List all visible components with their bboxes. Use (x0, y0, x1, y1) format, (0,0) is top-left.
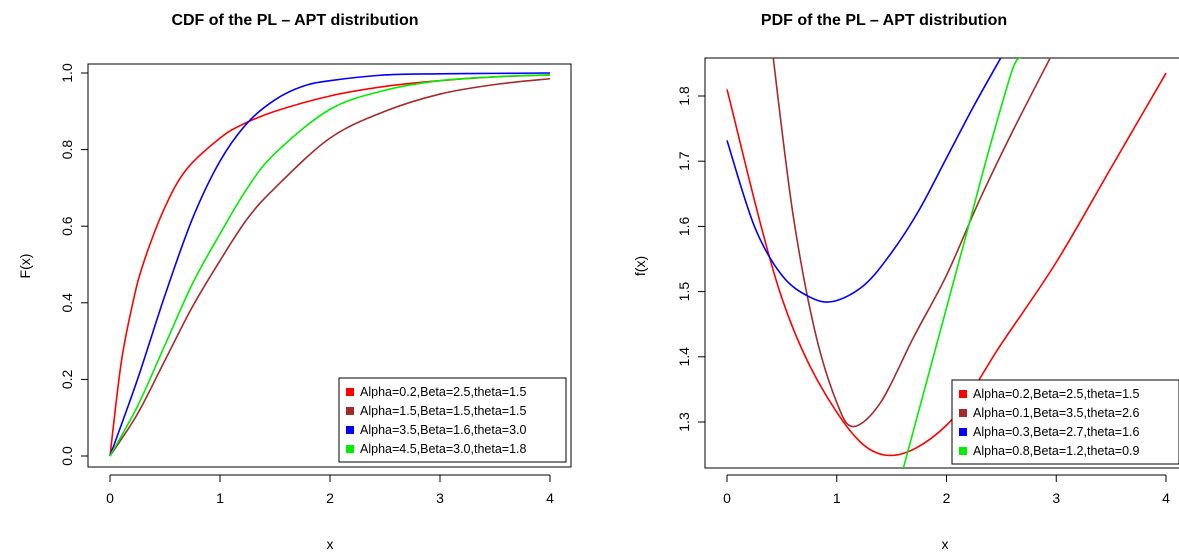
cdf-legend-label-3: Alpha=4.5,Beta=3.0,theta=1.8 (360, 442, 527, 456)
cdf-x-tick-label: 4 (546, 490, 554, 506)
cdf-legend-label-1: Alpha=1.5,Beta=1.5,theta=1.5 (360, 404, 527, 418)
pdf-legend-swatch-1 (959, 409, 967, 417)
pdf-y-tick-label: 1.6 (676, 216, 692, 236)
cdf-title: CDF of the PL – APT distribution (171, 12, 418, 29)
pdf-x-tick-label: 3 (1052, 490, 1060, 506)
pdf-x-axis-label: x (942, 536, 949, 552)
pdf-x-tick-label: 4 (1162, 490, 1170, 506)
pdf-legend-label-2: Alpha=0.3,Beta=2.7,theta=1.6 (973, 425, 1140, 439)
pdf-y-tick-label: 1.8 (676, 86, 692, 106)
pdf-title: PDF of the PL – APT distribution (761, 12, 1007, 29)
cdf-series-line-1 (109, 77, 551, 457)
cdf-legend-box (338, 377, 567, 463)
pdf-legend-swatch-3 (959, 447, 967, 455)
cdf-y-tick-label: 0.0 (59, 446, 75, 466)
cdf-y-tick-label: 1.0 (59, 63, 75, 83)
cdf-y-tick-label: 0.4 (59, 293, 75, 313)
pdf-curves (726, 58, 1167, 468)
pdf-legend-swatch-0 (959, 390, 967, 398)
pdf-axes: 0 1 2 3 4 1.3 1.4 1.5 1.6 1.7 1.8 (676, 86, 1170, 506)
cdf-legend-swatch-2 (346, 426, 354, 434)
cdf-series-line-3 (109, 74, 551, 457)
pdf-series-line-2 (726, 58, 1002, 303)
pdf-y-tick-label: 1.4 (676, 347, 692, 367)
pdf-x-tick-label: 0 (723, 490, 731, 506)
pdf-legend-label-1: Alpha=0.1,Beta=3.5,theta=2.6 (973, 406, 1140, 420)
cdf-legend-swatch-1 (346, 407, 354, 415)
cdf-y-axis-label: F(x) (17, 254, 33, 279)
cdf-x-tick-label: 3 (436, 490, 444, 506)
cdf-x-tick-label: 1 (216, 490, 224, 506)
pdf-y-tick-label: 1.3 (676, 412, 692, 432)
cdf-legend-label-2: Alpha=3.5,Beta=1.6,theta=3.0 (360, 423, 527, 437)
pdf-legend-label-0: Alpha=0.2,Beta=2.5,theta=1.5 (973, 387, 1140, 401)
cdf-legend-swatch-0 (346, 388, 354, 396)
pdf-series-line-3 (902, 58, 1022, 468)
cdf-legend-label-0: Alpha=0.2,Beta=2.5,theta=1.5 (360, 385, 527, 399)
pdf-legend-label-3: Alpha=0.8,Beta=1.2,theta=0.9 (973, 444, 1140, 458)
cdf-y-tick-label: 0.2 (59, 369, 75, 389)
pdf-y-axis-label: f(x) (632, 256, 648, 276)
cdf-series-line-2 (109, 72, 551, 457)
pdf-y-tick-label: 1.7 (676, 151, 692, 171)
pdf-x-tick-label: 2 (943, 490, 951, 506)
cdf-panel: CDF of the PL – APT distribution x F(x) … (17, 12, 572, 552)
pdf-series-line-0 (726, 72, 1167, 457)
cdf-curves (109, 72, 551, 457)
cdf-y-tick-label: 0.8 (59, 140, 75, 160)
pdf-legend-swatch-2 (959, 428, 967, 436)
cdf-x-tick-label: 2 (326, 490, 334, 506)
cdf-axes: 0 1 2 3 4 0.0 0.2 0.4 0.6 0.8 1.0 (59, 63, 554, 506)
pdf-legend: Alpha=0.2,Beta=2.5,theta=1.5 Alpha=0.1,B… (951, 379, 1179, 465)
pdf-legend-box (951, 379, 1179, 465)
pdf-series-line-1 (772, 58, 1052, 428)
cdf-x-axis-label: x (327, 536, 334, 552)
cdf-y-tick-label: 0.6 (59, 216, 75, 236)
pdf-panel: PDF of the PL – APT distribution x f(x) … (632, 12, 1179, 552)
pdf-y-tick-label: 1.5 (676, 282, 692, 302)
pdf-x-tick-label: 1 (833, 490, 841, 506)
cdf-legend: Alpha=0.2,Beta=2.5,theta=1.5 Alpha=1.5,B… (338, 377, 567, 463)
cdf-legend-swatch-3 (346, 445, 354, 453)
cdf-x-tick-label: 0 (106, 490, 114, 506)
